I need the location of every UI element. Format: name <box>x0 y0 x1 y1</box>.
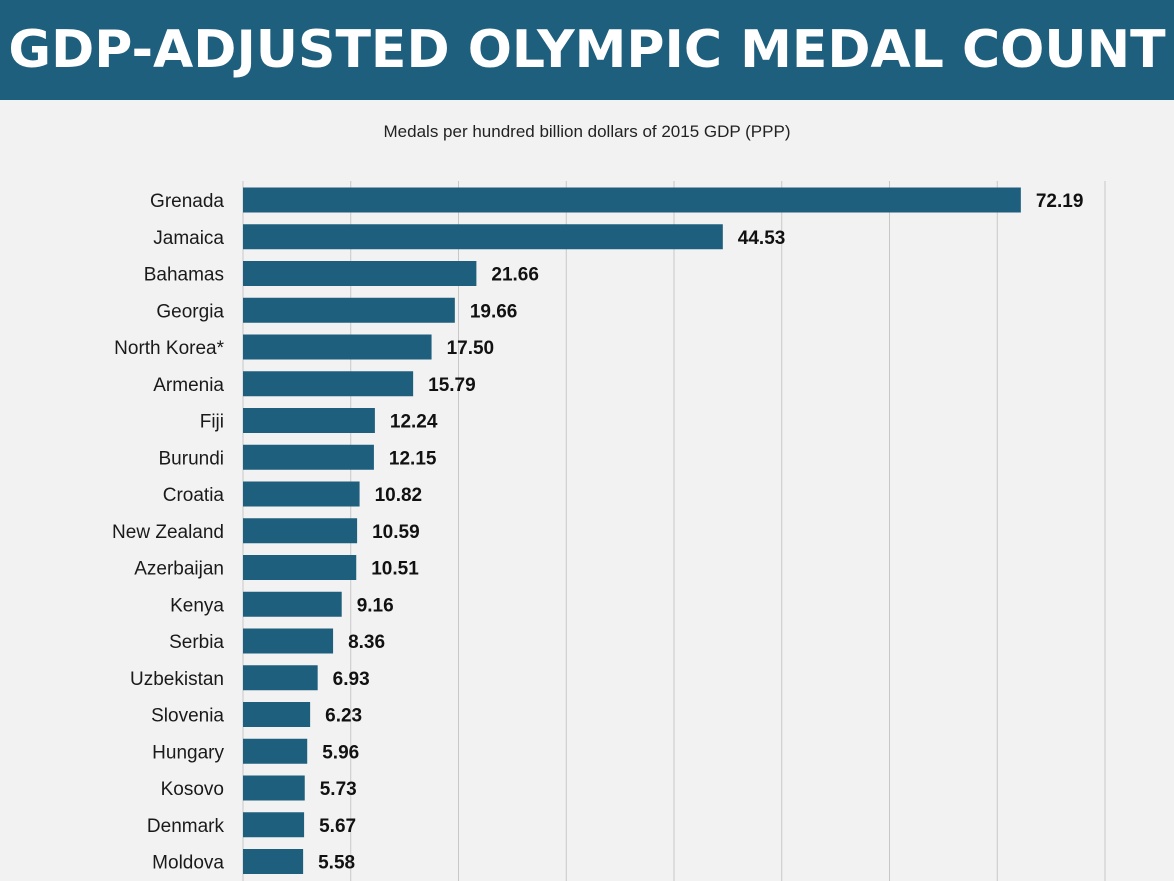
bar <box>243 665 318 691</box>
value-label: 15.79 <box>428 375 476 396</box>
category-label: Grenada <box>150 191 224 212</box>
value-label: 5.96 <box>322 742 359 763</box>
value-label: 6.23 <box>325 706 362 727</box>
bar <box>243 628 334 654</box>
bar <box>243 702 311 727</box>
bar <box>243 518 358 544</box>
value-label: 12.15 <box>389 448 437 469</box>
category-label: Kosovo <box>161 779 224 800</box>
bar <box>243 555 357 580</box>
value-label: 17.50 <box>447 338 495 359</box>
category-label: Azerbaijan <box>134 559 224 580</box>
value-label: 6.93 <box>333 669 370 690</box>
bar <box>243 187 1021 213</box>
bar <box>243 481 360 507</box>
category-label: Denmark <box>147 816 225 837</box>
value-labels: 72.19 44.53 21.66 19.66 17.50 15.79 12.24 12.15… <box>318 191 1083 874</box>
bar <box>243 224 723 250</box>
value-label: 72.19 <box>1036 191 1084 212</box>
category-label: Fiji <box>200 412 224 433</box>
bar <box>243 738 308 764</box>
bar <box>243 812 305 838</box>
bar <box>243 371 414 397</box>
value-label: 9.16 <box>357 595 394 616</box>
category-label: Serbia <box>169 632 224 653</box>
value-label: 5.67 <box>319 816 356 837</box>
bar <box>243 334 432 360</box>
bar <box>243 297 455 323</box>
category-label: Kenya <box>170 595 224 616</box>
bars <box>243 187 1021 874</box>
value-label: 21.66 <box>491 265 539 286</box>
value-label: 5.58 <box>318 853 355 874</box>
category-label: Hungary <box>152 742 224 763</box>
value-label: 12.24 <box>390 412 438 433</box>
value-label: 5.73 <box>320 779 357 800</box>
category-label: Jamaica <box>153 228 224 249</box>
bar <box>243 849 304 874</box>
category-label: Slovenia <box>151 706 224 727</box>
value-label: 10.51 <box>371 559 419 580</box>
category-label: Croatia <box>163 485 225 506</box>
bar <box>243 444 374 470</box>
title-banner: GDP-ADJUSTED OLYMPIC MEDAL COUNT <box>0 0 1174 100</box>
value-label: 10.59 <box>372 522 420 543</box>
category-label: Bahamas <box>144 265 224 286</box>
category-label: Georgia <box>156 301 224 322</box>
bar <box>243 591 342 617</box>
value-label: 19.66 <box>470 301 518 322</box>
value-label: 8.36 <box>348 632 385 653</box>
category-label: North Korea* <box>114 338 224 359</box>
chart-main-title: GDP-ADJUSTED OLYMPIC MEDAL COUNT <box>8 20 1166 80</box>
category-labels: Grenada Jamaica Bahamas Georgia North Korea*… <box>112 191 225 874</box>
bar <box>243 775 305 801</box>
category-label: Armenia <box>153 375 224 396</box>
category-label: Uzbekistan <box>130 669 224 690</box>
chart-subtitle: Medals per hundred billion dollars of 20… <box>383 122 791 141</box>
value-label: 10.82 <box>375 485 423 506</box>
bar <box>243 408 375 433</box>
category-label: New Zealand <box>112 522 224 543</box>
value-label: 44.53 <box>738 228 786 249</box>
category-label: Burundi <box>159 448 225 469</box>
category-label: Moldova <box>152 853 224 874</box>
bar <box>243 261 477 286</box>
